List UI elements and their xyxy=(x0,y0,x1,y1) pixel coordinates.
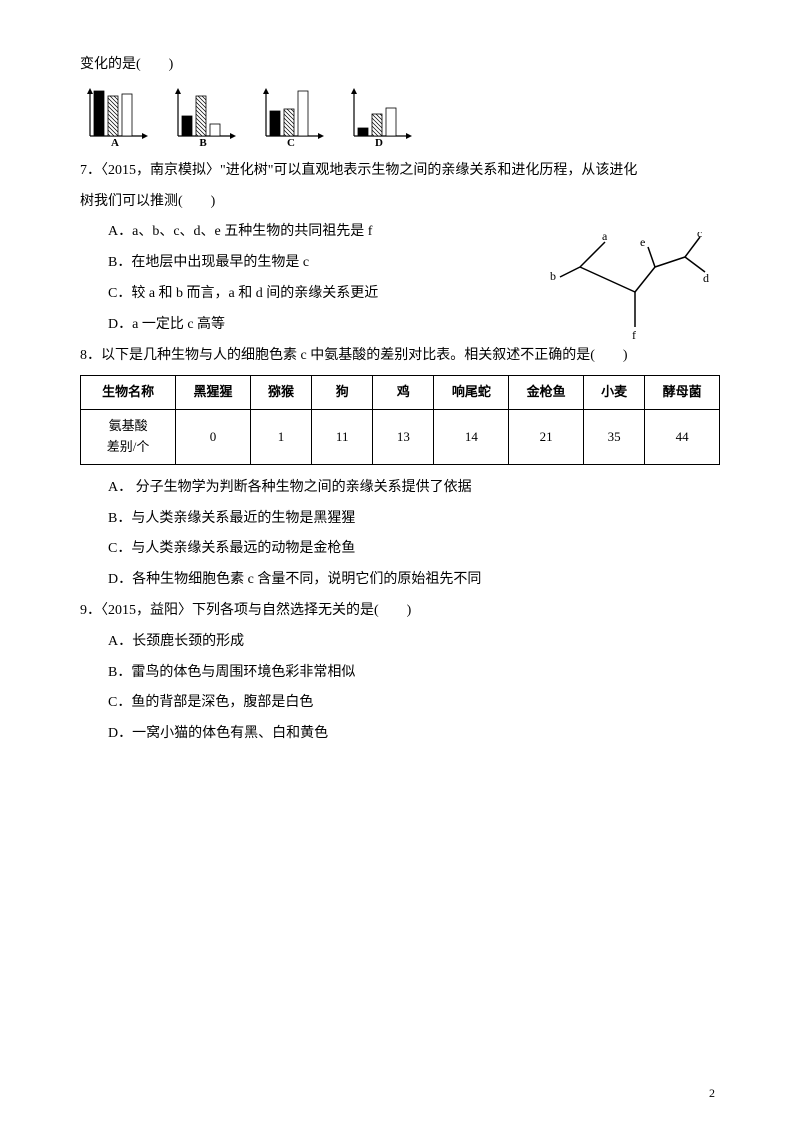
table-data-row: 氨基酸差别/个01111314213544 xyxy=(81,410,720,465)
q9-option-c: C．鱼的背部是深色，腹部是白色 xyxy=(80,688,720,719)
table-cell: 13 xyxy=(373,410,434,465)
svg-text:e: e xyxy=(640,235,645,249)
svg-text:A: A xyxy=(111,137,119,146)
page: 变化的是( ) A B C D 7．〈2015，南京模拟〉"进化树"可以直观地表… xyxy=(0,0,800,1131)
bar-chart-c: C xyxy=(256,86,336,146)
svg-text:C: C xyxy=(287,137,295,146)
table-header-cell: 鸡 xyxy=(373,376,434,410)
q9-option-b: B．雷鸟的体色与周围环境色彩非常相似 xyxy=(80,658,720,689)
table-header-cell: 响尾蛇 xyxy=(434,376,509,410)
table-cell: 0 xyxy=(176,410,251,465)
q9-stem: 9．〈2015，益阳〉下列各项与自然选择无关的是( ) xyxy=(80,596,720,627)
bar-charts-row: A B C D xyxy=(80,86,720,146)
bar-chart-b: B xyxy=(168,86,248,146)
table-row-label: 氨基酸差别/个 xyxy=(81,410,176,465)
table-header-cell: 金枪鱼 xyxy=(509,376,584,410)
q9-option-d: D．一窝小猫的体色有黑、白和黄色 xyxy=(80,719,720,750)
page-number: 2 xyxy=(709,1080,715,1106)
table-header-cell: 酵母菌 xyxy=(645,376,720,410)
table-cell: 11 xyxy=(312,410,373,465)
table-cell: 44 xyxy=(645,410,720,465)
q8-option-c: C．与人类亲缘关系最远的动物是金枪鱼 xyxy=(80,534,720,565)
evolution-tree-diagram: a b c d e f xyxy=(540,232,710,355)
amino-acid-table: 生物名称黑猩猩猕猴狗鸡响尾蛇金枪鱼小麦酵母菌 氨基酸差别/个0111131421… xyxy=(80,375,720,464)
svg-text:D: D xyxy=(375,137,383,146)
svg-text:b: b xyxy=(550,269,556,283)
q7-stem-line2: 树我们可以推测( ) xyxy=(80,187,720,218)
prev-question-tail: 变化的是( ) xyxy=(80,50,720,81)
table-header-row: 生物名称黑猩猩猕猴狗鸡响尾蛇金枪鱼小麦酵母菌 xyxy=(81,376,720,410)
svg-text:a: a xyxy=(602,232,608,243)
tree-icon: a b c d e f xyxy=(540,232,710,342)
table-header-cell: 猕猴 xyxy=(250,376,311,410)
q8-option-a: A． 分子生物学为判断各种生物之间的亲缘关系提供了依据 xyxy=(80,473,720,504)
table-header-cell: 生物名称 xyxy=(81,376,176,410)
table-cell: 14 xyxy=(434,410,509,465)
table-cell: 35 xyxy=(583,410,644,465)
q9-option-a: A．长颈鹿长颈的形成 xyxy=(80,627,720,658)
table-cell: 1 xyxy=(250,410,311,465)
bar-chart-d: D xyxy=(344,86,424,146)
svg-text:B: B xyxy=(199,137,207,146)
table-header-cell: 小麦 xyxy=(583,376,644,410)
svg-text:f: f xyxy=(632,328,636,342)
q8-option-b: B．与人类亲缘关系最近的生物是黑猩猩 xyxy=(80,504,720,535)
table-header-cell: 狗 xyxy=(312,376,373,410)
table-header-cell: 黑猩猩 xyxy=(176,376,251,410)
svg-text:d: d xyxy=(703,271,709,285)
q8-option-d: D．各种生物细胞色素 c 含量不同，说明它们的原始祖先不同 xyxy=(80,565,720,596)
table-cell: 21 xyxy=(509,410,584,465)
bar-chart-a: A xyxy=(80,86,160,146)
q7-stem-line1: 7．〈2015，南京模拟〉"进化树"可以直观地表示生物之间的亲缘关系和进化历程，… xyxy=(80,156,720,187)
svg-text:c: c xyxy=(697,232,702,240)
